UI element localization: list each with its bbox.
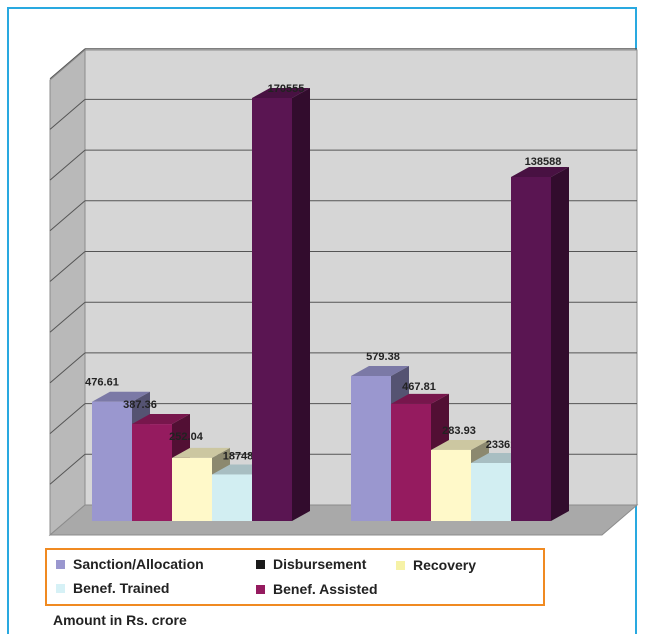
bar (92, 401, 132, 521)
data-label: 283.93 (442, 425, 476, 437)
gridline (49, 99, 86, 130)
legend-label: Sanction/Allocation (73, 556, 204, 572)
gridline (49, 200, 86, 232)
legend-label: Benef. Assisted (273, 581, 378, 597)
bar (172, 457, 212, 521)
bar (252, 98, 292, 521)
data-label: 252.04 (169, 431, 204, 443)
gridline (49, 301, 86, 333)
bar (132, 424, 172, 521)
legend-item-benef-assisted: Benef. Assisted (256, 581, 378, 597)
gridline (49, 149, 86, 181)
side-wall (49, 48, 86, 537)
legend: Sanction/Allocation Disbursement Recover… (45, 548, 545, 606)
legend-item-disbursement: Disbursement (256, 556, 366, 572)
data-label: 467.81 (402, 381, 436, 393)
legend-label: Benef. Trained (73, 580, 170, 596)
bar-top (172, 447, 230, 458)
bar-side (551, 167, 569, 521)
bar-side (292, 88, 310, 521)
footnote: Amount in Rs. crore (53, 612, 187, 628)
gridline (49, 403, 86, 434)
data-label: 387.36 (123, 399, 157, 411)
legend-label: Disbursement (273, 556, 367, 572)
bar (212, 474, 252, 521)
bar-top (92, 391, 150, 402)
bar-top (431, 439, 489, 450)
bar (511, 177, 551, 521)
legend-swatch (396, 560, 405, 570)
legend-label: Recovery (413, 557, 477, 573)
bar-top (252, 88, 310, 98)
data-label: 23361 (486, 439, 517, 451)
gridline (49, 48, 86, 80)
bar-chart: 476.61 579.38 387.36 467.81 252.04 283.93 1874… (48, 48, 639, 537)
bar-top (511, 167, 569, 177)
bar (471, 463, 511, 521)
legend-item-sanction: Sanction/Allocation (56, 556, 204, 572)
data-label: 170555 (268, 83, 305, 95)
bar (391, 403, 431, 521)
legend-swatch (56, 559, 65, 569)
legend-swatch (56, 583, 65, 593)
data-label: 18748 (223, 450, 254, 462)
legend-swatch (256, 584, 265, 594)
data-label: 579.38 (366, 351, 400, 363)
gridline (49, 251, 86, 282)
data-label: 138588 (525, 156, 562, 168)
gridline (49, 453, 86, 485)
legend-item-benef-trained: Benef. Trained (56, 580, 169, 596)
bar (351, 376, 391, 521)
legend-swatch (256, 559, 265, 569)
bar-top (391, 393, 449, 404)
gridline (49, 352, 86, 384)
data-label: 476.61 (85, 377, 119, 389)
bar-top (132, 414, 190, 425)
bar-top (351, 366, 409, 376)
legend-item-recovery: Recovery (396, 557, 476, 573)
bar (431, 449, 471, 521)
